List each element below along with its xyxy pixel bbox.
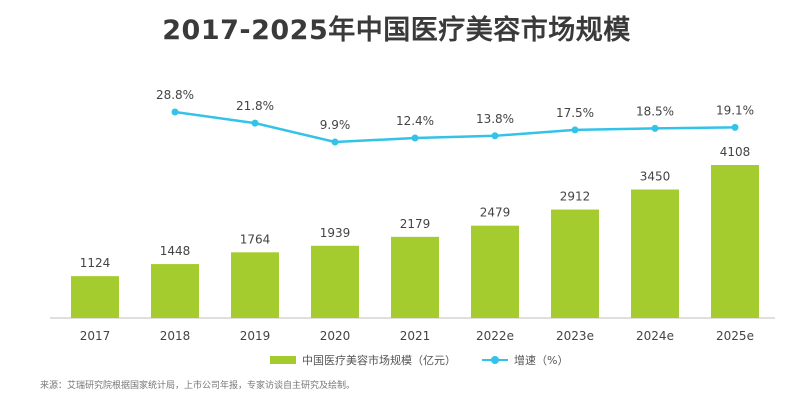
legend-item-market-size: 中国医疗美容市场规模（亿元） <box>270 352 456 368</box>
x-tick-2017: 2017 <box>80 329 111 343</box>
growth-point-2024e <box>651 124 659 132</box>
growth-point-2021 <box>411 134 419 142</box>
x-tick-2022e: 2022e <box>476 329 514 343</box>
growth-points <box>171 108 739 146</box>
source-note: 来源：艾瑞研究院根据国家统计局，上市公司年报，专家访谈自主研究及绘制。 <box>40 381 356 391</box>
growth-point-2018 <box>171 108 179 116</box>
legend-label-growth: 增速（%） <box>514 354 569 367</box>
legend: 中国医疗美容市场规模（亿元） 增速（%） <box>270 351 594 369</box>
bar-2020 <box>311 245 359 318</box>
x-tick-2018: 2018 <box>160 329 191 343</box>
legend-label-market-size: 中国医疗美容市场规模（亿元） <box>302 354 456 367</box>
bar-2019 <box>231 252 279 318</box>
growth-label-2018: 28.8% <box>156 88 194 102</box>
x-tick-2024e: 2024e <box>636 329 674 343</box>
growth-line <box>174 110 736 144</box>
growth-point-2022e <box>491 132 499 140</box>
growth-point-2019 <box>251 119 259 127</box>
growth-label-2020: 9.9% <box>320 118 351 132</box>
bar-label-2024e: 3450 <box>640 170 671 184</box>
x-tick-2023e: 2023e <box>556 329 594 343</box>
bar-2018 <box>151 264 199 318</box>
growth-point-2025e <box>731 123 739 131</box>
growth-label-2019: 21.8% <box>236 99 274 113</box>
bar-2025e <box>711 165 759 318</box>
bar-label-2018: 1448 <box>160 244 191 258</box>
bar-2022e <box>471 225 519 318</box>
chart-title: 2017-2025年中国医疗美容市场规模 <box>162 15 631 46</box>
x-tick-labels: 2017 2018 2019 2020 2021 2022e 2023e 2024e 2025e <box>80 329 754 343</box>
growth-point-2023e <box>571 126 579 134</box>
x-tick-2019: 2019 <box>240 329 271 343</box>
legend-bar-swatch <box>270 356 296 364</box>
bar-label-2019: 1764 <box>240 232 271 246</box>
growth-label-2025e: 19.1% <box>716 103 754 117</box>
bar-label-2022e: 2479 <box>480 206 511 220</box>
bar-2024e <box>631 189 679 318</box>
growth-label-2024e: 18.5% <box>636 104 674 118</box>
bar-series <box>71 165 759 318</box>
bar-label-2023e: 2912 <box>560 190 591 204</box>
bar-2017 <box>71 276 119 318</box>
growth-label-2022e: 13.8% <box>476 112 514 126</box>
bar-label-2020: 1939 <box>320 226 351 240</box>
growth-label-2021: 12.4% <box>396 114 434 128</box>
legend-line-swatch <box>482 355 508 365</box>
x-tick-2020: 2020 <box>320 329 351 343</box>
bar-label-2025e: 4108 <box>720 145 751 159</box>
bar-value-labels: 1124 1448 1764 1939 2179 2479 2912 3450 4108 <box>80 145 751 270</box>
x-tick-2025e: 2025e <box>716 329 754 343</box>
x-tick-2021: 2021 <box>400 329 431 343</box>
legend-item-growth: 增速（%） <box>482 352 568 368</box>
growth-point-2020 <box>331 138 339 146</box>
bar-label-2017: 1124 <box>80 256 111 270</box>
bar-label-2021: 2179 <box>400 217 431 231</box>
bar-2023e <box>551 209 599 318</box>
bar-2021 <box>391 236 439 318</box>
growth-value-labels: 28.8% 21.8% 9.9% 12.4% 13.8% 17.5% 18.5% 19.1% <box>156 88 754 132</box>
growth-label-2023e: 17.5% <box>556 106 594 120</box>
